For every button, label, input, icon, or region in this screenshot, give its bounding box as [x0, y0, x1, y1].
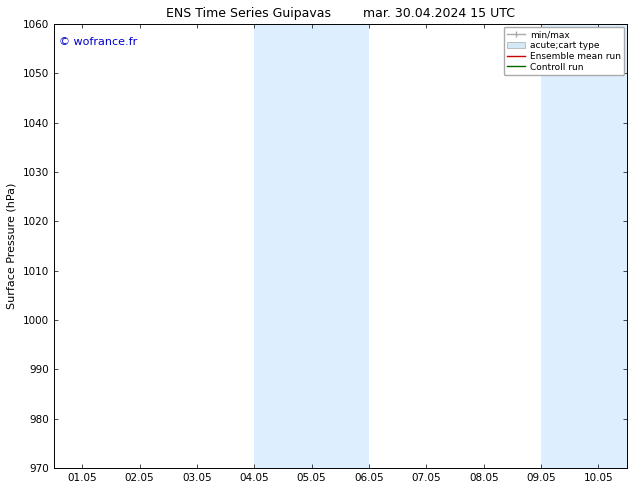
Bar [598, 24, 627, 468]
Bar [254, 24, 312, 468]
Text: © wofrance.fr: © wofrance.fr [60, 37, 138, 47]
Y-axis label: Surface Pressure (hPa): Surface Pressure (hPa) [7, 183, 17, 309]
Bar [312, 24, 369, 468]
Legend: min/max, acute;cart type, Ensemble mean run, Controll run: min/max, acute;cart type, Ensemble mean … [503, 26, 624, 75]
Title: ENS Time Series Guipavas        mar. 30.04.2024 15 UTC: ENS Time Series Guipavas mar. 30.04.2024… [166, 7, 515, 20]
Bar [541, 24, 598, 468]
